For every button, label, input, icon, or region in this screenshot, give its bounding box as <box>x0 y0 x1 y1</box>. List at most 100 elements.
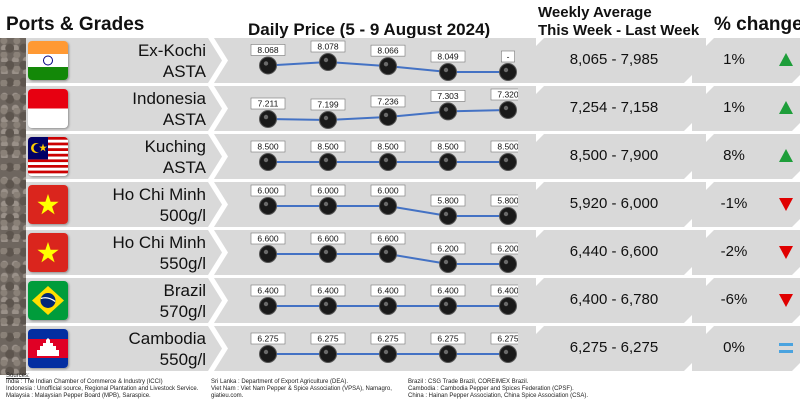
data-label: 6.275 <box>317 334 339 344</box>
data-label-box <box>430 242 466 255</box>
data-point-marker <box>499 153 517 171</box>
data-point-marker <box>499 101 517 119</box>
data-label-box <box>430 140 466 153</box>
port-name: Kuching <box>144 137 206 156</box>
data-point-highlight <box>503 105 509 111</box>
data-label-box <box>310 184 346 197</box>
weekly-average-value: 8,500 - 7,900 <box>569 147 659 164</box>
data-label: 6.275 <box>497 334 518 344</box>
data-point-marker <box>379 153 397 171</box>
data-point-marker <box>439 102 457 121</box>
port-label: Indonesia ASTA <box>74 88 206 130</box>
source-line: Indonesia : Unofficial source, Regional … <box>6 386 199 392</box>
data-label: 6.275 <box>257 334 279 344</box>
data-label-box <box>250 44 286 56</box>
port-label: Ex-Kochi ASTA <box>74 40 206 82</box>
data-label: 8.500 <box>317 142 339 152</box>
port-name: Ho Chi Minh <box>112 185 206 204</box>
arrow-down-icon <box>779 246 793 259</box>
data-label-box <box>370 284 406 297</box>
port-label: Ho Chi Minh 500g/l <box>74 184 206 226</box>
weekly-average-box <box>536 230 692 275</box>
percent-change-value: -2% <box>720 243 748 260</box>
data-label-box <box>370 332 406 345</box>
data-point-marker <box>379 107 397 126</box>
port-label: Brazil 570g/l <box>74 280 206 322</box>
data-label: 5.800 <box>497 196 518 206</box>
data-label: 6.400 <box>437 286 459 296</box>
source-line: Malaysia : Malaysian Pepper Board (MPB),… <box>6 393 151 399</box>
data-point-highlight <box>443 211 449 217</box>
percent-change-value: -6% <box>720 291 748 308</box>
data-point-highlight <box>443 301 449 307</box>
data-point-highlight <box>263 349 269 355</box>
data-point-marker <box>439 345 457 363</box>
daily-price-sparkline: 6.400 6.400 6.400 6.400 6.400 <box>226 278 526 323</box>
data-point-highlight <box>383 201 389 207</box>
data-label-box <box>310 284 346 297</box>
chevron-icon <box>208 182 232 227</box>
data-label-box <box>250 232 286 245</box>
weekly-average-value: 6,400 - 6,780 <box>569 291 659 308</box>
data-label-box <box>430 284 466 297</box>
data-point-highlight <box>503 211 509 217</box>
india-flag-icon <box>28 41 68 80</box>
source-line: Sri Lanka : Department of Export Agricul… <box>211 379 349 385</box>
arrow-down-icon <box>779 198 793 211</box>
equal-icon-bar <box>779 350 793 353</box>
data-label-box <box>310 232 346 245</box>
data-point-marker <box>499 297 517 315</box>
grade-name: ASTA <box>162 158 206 177</box>
data-label-box <box>430 90 466 102</box>
source-line: Cambodia : Cambodia Pepper and Spices Fe… <box>408 386 574 392</box>
data-point-marker <box>319 111 337 129</box>
data-point-highlight <box>323 115 329 121</box>
data-label: 6.400 <box>317 286 339 296</box>
percent-change-value: 0% <box>723 339 745 356</box>
data-label: 7.236 <box>377 96 399 106</box>
percent-change-value: 8% <box>723 147 745 164</box>
data-label-box <box>370 232 406 245</box>
percent-change-box <box>706 326 800 371</box>
data-point-marker <box>259 56 277 75</box>
daily-price-sparkline: 7.211 7.199 7.236 7.303 7.320 <box>226 86 526 131</box>
weekly-average-box <box>536 38 692 83</box>
data-point-marker <box>259 110 277 129</box>
equal-icon-bar <box>779 343 793 346</box>
arrow-up-icon <box>779 53 793 66</box>
price-row: Cambodia 550g/l 6,275 - 6,275 0% 6.275 6.… <box>26 326 800 371</box>
weekly-average-value: 6,440 - 6,600 <box>569 243 659 260</box>
price-row: Brazil 570g/l 6,400 - 6,780 -6% 6.400 6.4… <box>26 278 800 323</box>
data-label: 8.049 <box>437 52 459 62</box>
price-row: Indonesia ASTA 7,254 - 7,158 1% 7.211 7.1… <box>26 86 800 131</box>
daily-price-sparkline: 8.068 8.078 8.066 8.049 - <box>226 38 518 83</box>
port-label: Cambodia 550g/l <box>74 328 207 370</box>
price-row: Ho Chi Minh 550g/l 6,440 - 6,600 -2% 6.6… <box>26 230 800 275</box>
trend-up-icon <box>778 52 794 68</box>
cambodia-flag-icon <box>28 329 68 368</box>
indonesia-flag-icon <box>28 89 68 128</box>
data-point-marker <box>259 297 277 315</box>
trend-down-icon <box>778 196 794 212</box>
trend-down-icon <box>778 244 794 260</box>
data-point-highlight <box>503 349 509 355</box>
data-point-highlight <box>323 249 329 255</box>
data-point-marker <box>259 245 277 263</box>
percent-change-value: -1% <box>720 195 748 212</box>
data-label: 6.600 <box>377 234 399 244</box>
data-label: 7.303 <box>437 91 459 101</box>
daily-price-header: Daily Price (5 - 9 August 2024) <box>248 20 491 39</box>
percent-change-value: 1% <box>723 51 745 68</box>
data-label-box <box>310 140 346 153</box>
daily-price-sparkline: 8.500 8.500 8.500 8.500 8.500 <box>226 134 526 179</box>
data-point-marker <box>379 345 397 363</box>
sources-column-1: India : The Indian Chamber of Commerce &… <box>6 379 198 400</box>
peppercorn-image-strip <box>0 38 26 375</box>
data-point-highlight <box>263 157 269 163</box>
data-label: 8.500 <box>497 142 518 152</box>
port-name: Cambodia <box>128 329 207 348</box>
weekly-average-value: 6,275 - 6,275 <box>569 339 659 356</box>
data-label: 7.320 <box>497 90 518 100</box>
data-point-highlight <box>263 114 269 120</box>
data-label-box <box>250 284 286 297</box>
